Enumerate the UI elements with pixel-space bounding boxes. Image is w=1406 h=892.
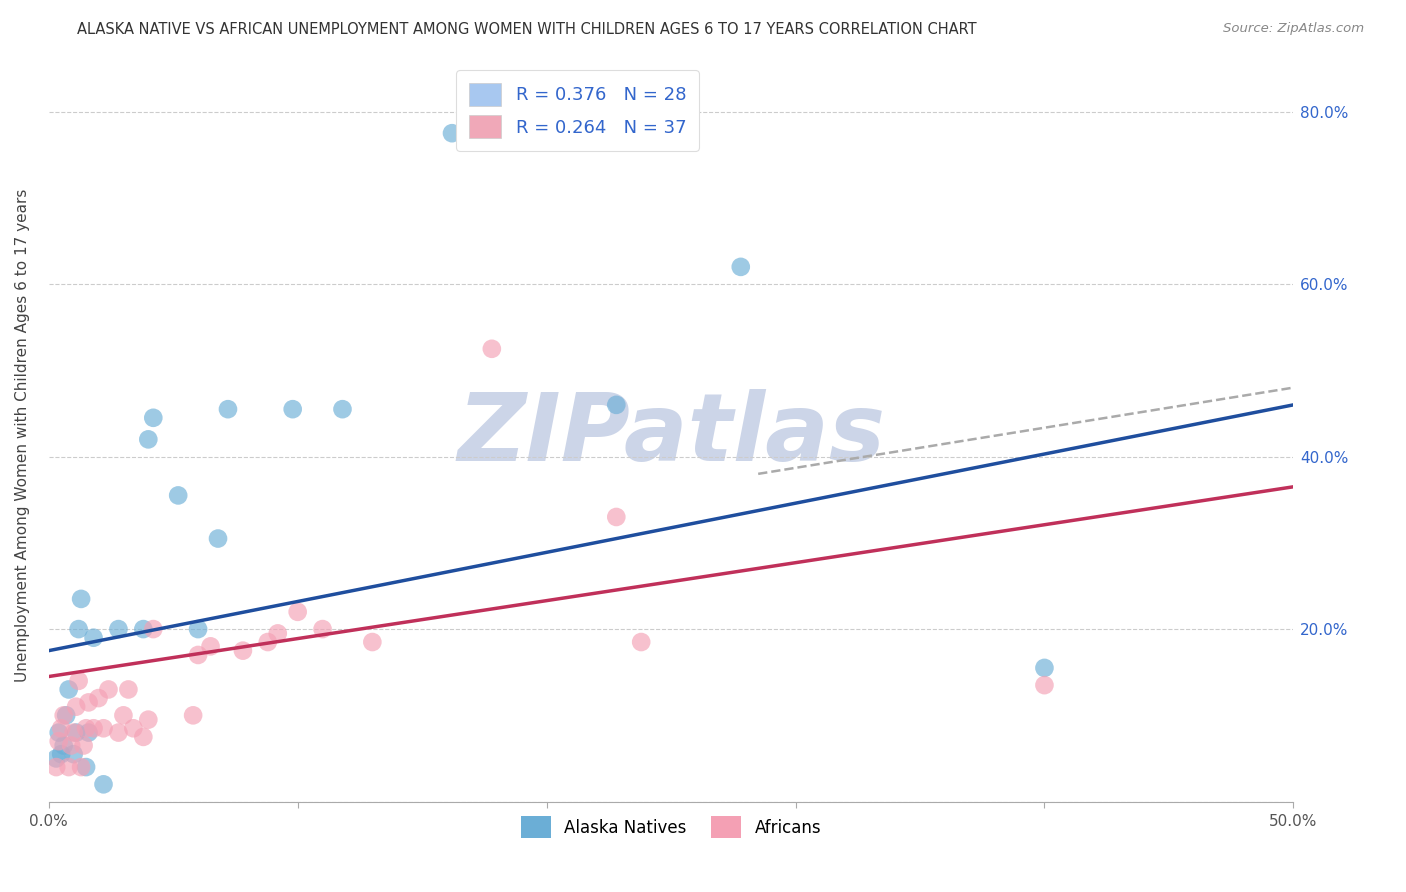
Point: [48, 734, 70, 748]
Point: [55, 708, 77, 723]
Point: [58, 760, 80, 774]
Point: [87, 691, 110, 706]
Point: [287, 605, 309, 619]
Point: [45, 760, 67, 774]
Point: [65, 699, 87, 714]
Point: [332, 402, 354, 417]
Point: [605, 398, 627, 412]
Point: [630, 635, 652, 649]
Point: [58, 682, 80, 697]
Point: [93, 721, 115, 735]
Point: [207, 532, 229, 546]
Point: [117, 682, 139, 697]
Point: [122, 721, 145, 735]
Point: [77, 725, 100, 739]
Point: [142, 410, 165, 425]
Point: [112, 708, 135, 723]
Point: [605, 510, 627, 524]
Legend: Alaska Natives, Africans: Alaska Natives, Africans: [515, 810, 828, 845]
Point: [136, 713, 159, 727]
Point: [51, 721, 73, 735]
Text: ALASKA NATIVE VS AFRICAN UNEMPLOYMENT AMONG WOMEN WITH CHILDREN AGES 6 TO 17 YEA: ALASKA NATIVE VS AFRICAN UNEMPLOYMENT AM…: [77, 22, 977, 37]
Point: [1033, 678, 1056, 692]
Point: [77, 695, 100, 709]
Point: [93, 777, 115, 791]
Text: ZIPatlas: ZIPatlas: [457, 389, 886, 481]
Point: [132, 730, 155, 744]
Point: [142, 622, 165, 636]
Point: [187, 622, 209, 636]
Point: [481, 342, 503, 356]
Point: [217, 402, 239, 417]
Point: [181, 708, 204, 723]
Y-axis label: Unemployment Among Women with Children Ages 6 to 17 years: Unemployment Among Women with Children A…: [15, 188, 30, 681]
Point: [62, 747, 84, 761]
Point: [48, 725, 70, 739]
Point: [232, 643, 254, 657]
Text: Source: ZipAtlas.com: Source: ZipAtlas.com: [1223, 22, 1364, 36]
Point: [107, 725, 129, 739]
Point: [361, 635, 384, 649]
Point: [200, 640, 222, 654]
Point: [107, 622, 129, 636]
Point: [67, 673, 90, 688]
Point: [97, 682, 120, 697]
Point: [51, 747, 73, 761]
Point: [60, 739, 83, 753]
Point: [45, 751, 67, 765]
Point: [730, 260, 752, 274]
Point: [70, 760, 93, 774]
Point: [65, 725, 87, 739]
Point: [311, 622, 333, 636]
Point: [75, 721, 97, 735]
Point: [440, 126, 463, 140]
Point: [83, 631, 105, 645]
Point: [70, 591, 93, 606]
Point: [67, 622, 90, 636]
Point: [187, 648, 209, 662]
Point: [52, 708, 75, 723]
Point: [132, 622, 155, 636]
Point: [1033, 661, 1056, 675]
Point: [136, 433, 159, 447]
Point: [75, 760, 97, 774]
Point: [62, 725, 84, 739]
Point: [256, 635, 278, 649]
Point: [52, 739, 75, 753]
Point: [167, 488, 190, 502]
Point: [281, 402, 304, 417]
Point: [83, 721, 105, 735]
Point: [267, 626, 290, 640]
Point: [72, 739, 94, 753]
